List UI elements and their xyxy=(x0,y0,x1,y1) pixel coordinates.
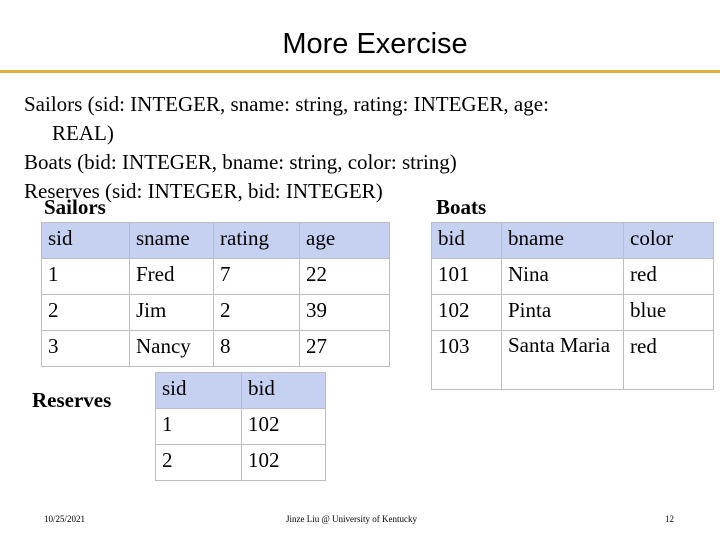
table-row: 3 Nancy 8 27 xyxy=(41,330,390,367)
table-cell: 22 xyxy=(299,258,390,295)
table-row: 1 102 xyxy=(155,408,326,445)
table-cell: 102 xyxy=(241,408,326,445)
table-row: 1 Fred 7 22 xyxy=(41,258,390,295)
reserves-caption: Reserves xyxy=(32,388,112,412)
schema-line-boats: Boats (bid: INTEGER, bname: string, colo… xyxy=(24,150,457,174)
table-cell: red xyxy=(623,258,714,295)
column-header: bid xyxy=(241,372,326,409)
table-cell: Fred xyxy=(129,258,214,295)
table-cell: red xyxy=(623,330,714,390)
slide-title: More Exercise xyxy=(282,28,468,60)
boats-table: bid bname color 101 Nina red 102 Pinta b… xyxy=(431,222,714,390)
table-cell: 39 xyxy=(299,294,390,331)
table-cell: blue xyxy=(623,294,714,331)
column-header: sname xyxy=(129,222,214,259)
title-divider xyxy=(0,70,720,73)
table-cell: Nina xyxy=(501,258,624,295)
boats-caption: Boats xyxy=(436,195,487,219)
column-header: age xyxy=(299,222,390,259)
sailors-table: sid sname rating age 1 Fred 7 22 2 Jim 2… xyxy=(41,222,390,367)
footer-date: 10/25/2021 xyxy=(44,514,86,524)
column-header: color xyxy=(623,222,714,259)
table-cell: 2 xyxy=(155,444,242,481)
table-row: 2 102 xyxy=(155,444,326,481)
table-header-row: bid bname color xyxy=(431,222,714,259)
footer-author: Jinze Liu @ University of Kentucky xyxy=(286,514,418,524)
table-cell: 101 xyxy=(431,258,502,295)
sailors-caption: Sailors xyxy=(44,195,106,219)
table-cell: 2 xyxy=(213,294,300,331)
table-cell: 102 xyxy=(431,294,502,331)
table-header-row: sid sname rating age xyxy=(41,222,390,259)
schema-definitions: Sailors (sid: INTEGER, sname: string, ra… xyxy=(24,90,549,206)
page-number: 12 xyxy=(665,514,674,524)
table-cell: 1 xyxy=(155,408,242,445)
table-cell: Pinta xyxy=(501,294,624,331)
table-row: 2 Jim 2 39 xyxy=(41,294,390,331)
table-cell: 2 xyxy=(41,294,130,331)
column-header: bname xyxy=(501,222,624,259)
table-cell: 8 xyxy=(213,330,300,367)
schema-line-reserves: Reserves (sid: INTEGER, bid: INTEGER) xyxy=(24,179,383,203)
table-cell: Santa Maria xyxy=(501,330,624,390)
table-cell: Jim xyxy=(129,294,214,331)
column-header: sid xyxy=(41,222,130,259)
table-cell: 7 xyxy=(213,258,300,295)
column-header: rating xyxy=(213,222,300,259)
table-cell: Nancy xyxy=(129,330,214,367)
column-header: sid xyxy=(155,372,242,409)
schema-line-sailors-cont: REAL) xyxy=(52,121,114,145)
table-row: 101 Nina red xyxy=(431,258,714,295)
table-row: 102 Pinta blue xyxy=(431,294,714,331)
reserves-table: sid bid 1 102 2 102 xyxy=(155,372,326,481)
schema-line-sailors: Sailors (sid: INTEGER, sname: string, ra… xyxy=(24,92,549,116)
table-cell: 102 xyxy=(241,444,326,481)
table-cell: 103 xyxy=(431,330,502,390)
table-cell: 27 xyxy=(299,330,390,367)
table-cell: 3 xyxy=(41,330,130,367)
table-cell: 1 xyxy=(41,258,130,295)
table-row: 103 Santa Maria red xyxy=(431,330,714,390)
column-header: bid xyxy=(431,222,502,259)
table-header-row: sid bid xyxy=(155,372,326,409)
